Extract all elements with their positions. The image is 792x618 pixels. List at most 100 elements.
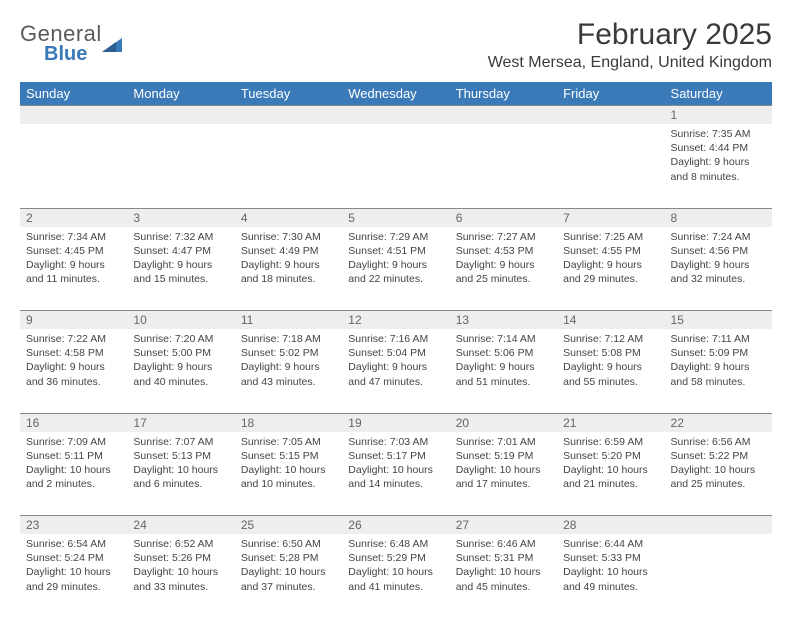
sunrise-text: Sunrise: 7:16 AM [348, 332, 443, 346]
day-number-cell: 2 [20, 208, 127, 227]
daylight-text: Daylight: 10 hours and 10 minutes. [241, 463, 336, 491]
daylight-text: Daylight: 9 hours and 25 minutes. [456, 258, 551, 286]
day-cell-body [557, 124, 664, 130]
day-cell: Sunrise: 7:05 AMSunset: 5:15 PMDaylight:… [235, 432, 342, 516]
day-header-row: Sunday Monday Tuesday Wednesday Thursday… [20, 82, 772, 106]
daylight-text: Daylight: 10 hours and 45 minutes. [456, 565, 551, 593]
day-cell-body: Sunrise: 6:59 AMSunset: 5:20 PMDaylight:… [557, 432, 664, 495]
day-cell-body: Sunrise: 7:22 AMSunset: 4:58 PMDaylight:… [20, 329, 127, 392]
sunset-text: Sunset: 5:02 PM [241, 346, 336, 360]
day-number-cell: 4 [235, 208, 342, 227]
sunrise-text: Sunrise: 6:59 AM [563, 435, 658, 449]
day-header: Saturday [665, 82, 772, 106]
daylight-text: Daylight: 10 hours and 17 minutes. [456, 463, 551, 491]
day-cell: Sunrise: 7:32 AMSunset: 4:47 PMDaylight:… [127, 227, 234, 311]
daylight-text: Daylight: 9 hours and 32 minutes. [671, 258, 766, 286]
day-cell: Sunrise: 7:09 AMSunset: 5:11 PMDaylight:… [20, 432, 127, 516]
day-cell: Sunrise: 7:07 AMSunset: 5:13 PMDaylight:… [127, 432, 234, 516]
day-number-cell [665, 516, 772, 535]
day-header: Friday [557, 82, 664, 106]
sunset-text: Sunset: 4:53 PM [456, 244, 551, 258]
day-number-cell: 23 [20, 516, 127, 535]
sunrise-text: Sunrise: 7:24 AM [671, 230, 766, 244]
daylight-text: Daylight: 9 hours and 43 minutes. [241, 360, 336, 388]
sunset-text: Sunset: 4:55 PM [563, 244, 658, 258]
day-cell-body: Sunrise: 7:32 AMSunset: 4:47 PMDaylight:… [127, 227, 234, 290]
day-cell-body: Sunrise: 7:29 AMSunset: 4:51 PMDaylight:… [342, 227, 449, 290]
title-block: February 2025 West Mersea, England, Unit… [488, 18, 772, 72]
sunset-text: Sunset: 5:04 PM [348, 346, 443, 360]
day-cell-body: Sunrise: 7:05 AMSunset: 5:15 PMDaylight:… [235, 432, 342, 495]
sunset-text: Sunset: 5:31 PM [456, 551, 551, 565]
day-cell [127, 124, 234, 208]
daylight-text: Daylight: 10 hours and 41 minutes. [348, 565, 443, 593]
day-body-row: Sunrise: 7:34 AMSunset: 4:45 PM Daylight:… [20, 227, 772, 311]
sunset-text: Sunset: 5:13 PM [133, 449, 228, 463]
day-cell [665, 534, 772, 618]
daylight-text: Daylight: 9 hours and 40 minutes. [133, 360, 228, 388]
day-cell: Sunrise: 7:20 AMSunset: 5:00 PMDaylight:… [127, 329, 234, 413]
day-body-row: Sunrise: 7:35 AMSunset: 4:44 PMDaylight:… [20, 124, 772, 208]
day-cell-body: Sunrise: 7:20 AMSunset: 5:00 PMDaylight:… [127, 329, 234, 392]
day-number-cell [557, 106, 664, 125]
daylight-text: Daylight: 9 hours and 47 minutes. [348, 360, 443, 388]
sunrise-text: Sunrise: 7:03 AM [348, 435, 443, 449]
sunrise-text: Sunrise: 7:27 AM [456, 230, 551, 244]
sunrise-text: Sunrise: 7:25 AM [563, 230, 658, 244]
day-body-row: Sunrise: 6:54 AMSunset: 5:24 PM Daylight:… [20, 534, 772, 618]
day-cell: Sunrise: 7:29 AMSunset: 4:51 PMDaylight:… [342, 227, 449, 311]
sunrise-text: Sunrise: 7:01 AM [456, 435, 551, 449]
day-cell-body [450, 124, 557, 130]
day-cell: Sunrise: 7:01 AMSunset: 5:19 PMDaylight:… [450, 432, 557, 516]
sunrise-text: Sunrise: 6:48 AM [348, 537, 443, 551]
sunrise-text: Sunrise: 7:30 AM [241, 230, 336, 244]
day-cell-body: Sunrise: 7:11 AMSunset: 5:09 PMDaylight:… [665, 329, 772, 392]
day-number-cell: 19 [342, 413, 449, 432]
daylight-text: Daylight: 10 hours and 21 minutes. [563, 463, 658, 491]
day-body-row: Sunrise: 7:09 AMSunset: 5:11 PMDaylight:… [20, 432, 772, 516]
logo-text: General Blue [20, 24, 102, 64]
day-cell: Sunrise: 7:24 AMSunset: 4:56 PMDaylight:… [665, 227, 772, 311]
day-number-cell: 5 [342, 208, 449, 227]
sunset-text: Sunset: 5:06 PM [456, 346, 551, 360]
day-number-cell: 21 [557, 413, 664, 432]
daylight-text: Daylight: 9 hours and 36 minutes. [26, 360, 121, 388]
daylight-text: Daylight: 9 hours and 15 minutes. [133, 258, 228, 286]
daylight-text: Daylight: 10 hours and 14 minutes. [348, 463, 443, 491]
logo-word-2: Blue [20, 45, 102, 64]
day-cell-body [342, 124, 449, 130]
sunset-text: Sunset: 5:00 PM [133, 346, 228, 360]
sunset-text: Sunset: 4:45 PM [26, 244, 121, 258]
day-cell: Sunrise: 7:22 AMSunset: 4:58 PMDaylight:… [20, 329, 127, 413]
day-cell: Sunrise: 7:18 AMSunset: 5:02 PMDaylight:… [235, 329, 342, 413]
sunrise-text: Sunrise: 7:07 AM [133, 435, 228, 449]
sunset-text: Sunset: 5:33 PM [563, 551, 658, 565]
day-cell: Sunrise: 7:30 AMSunset: 4:49 PMDaylight:… [235, 227, 342, 311]
sunrise-text: Sunrise: 7:32 AM [133, 230, 228, 244]
day-number-cell: 26 [342, 516, 449, 535]
sunrise-text: Sunrise: 7:34 AM [26, 230, 121, 244]
day-number-row: 9101112131415 [20, 311, 772, 330]
day-number-cell: 20 [450, 413, 557, 432]
day-cell: Sunrise: 6:50 AMSunset: 5:28 PMDaylight:… [235, 534, 342, 618]
day-number-cell: 15 [665, 311, 772, 330]
day-cell: Sunrise: 6:52 AMSunset: 5:26 PMDaylight:… [127, 534, 234, 618]
daylight-text: Daylight: 9 hours and 18 minutes. [241, 258, 336, 286]
day-header: Thursday [450, 82, 557, 106]
day-cell: Sunrise: 6:48 AMSunset: 5:29 PMDaylight:… [342, 534, 449, 618]
sunset-text: Sunset: 4:44 PM [671, 141, 766, 155]
day-cell-body: Sunrise: 7:27 AMSunset: 4:53 PMDaylight:… [450, 227, 557, 290]
day-cell: Sunrise: 6:44 AMSunset: 5:33 PMDaylight:… [557, 534, 664, 618]
day-number-cell: 16 [20, 413, 127, 432]
month-title: February 2025 [488, 18, 772, 52]
day-number-cell [450, 106, 557, 125]
day-number-cell [20, 106, 127, 125]
day-cell-body: Sunrise: 6:50 AMSunset: 5:28 PMDaylight:… [235, 534, 342, 597]
sunrise-text: Sunrise: 6:54 AM [26, 537, 121, 551]
sunrise-text: Sunrise: 7:14 AM [456, 332, 551, 346]
sunrise-text: Sunrise: 6:56 AM [671, 435, 766, 449]
day-cell: Sunrise: 6:56 AMSunset: 5:22 PMDaylight:… [665, 432, 772, 516]
day-cell-body: Sunrise: 7:25 AMSunset: 4:55 PMDaylight:… [557, 227, 664, 290]
day-number-row: 16171819202122 [20, 413, 772, 432]
sunset-text: Sunset: 5:24 PM [26, 551, 121, 565]
